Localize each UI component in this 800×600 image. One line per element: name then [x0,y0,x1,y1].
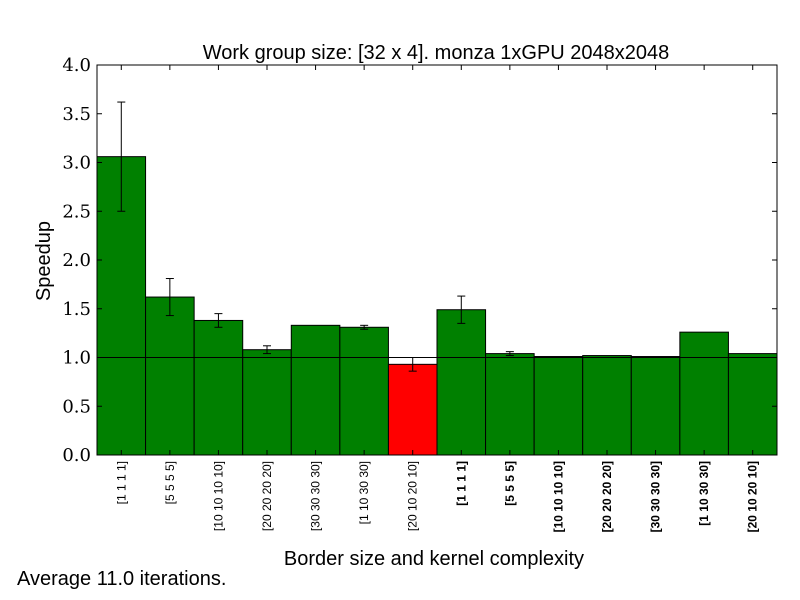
error-bar [165,278,174,317]
x-tick-label: [1 1 1 1] [454,461,468,506]
y-tick-label: 1.0 [62,348,91,369]
x-axis-label: Border size and kernel complexity [284,548,584,570]
bar [533,356,584,456]
chart-title: Work group size: [32 x 4]. monza 1xGPU 2… [203,42,670,64]
bar [436,309,487,456]
bar [290,324,341,456]
x-tick-label: [10 10 10 10] [211,461,225,531]
x-tick-label: [5 5 5 5] [163,461,177,504]
bar [630,356,681,456]
error-bar [505,351,514,357]
x-tick-label: [1 10 30 30] [697,461,711,526]
error-bar [457,295,466,324]
bar [485,353,535,456]
bar [193,319,244,456]
x-tick-label: [20 20 20 20] [600,461,614,532]
y-tick-label: 2.0 [62,250,91,271]
error-bar [263,345,271,355]
bar [582,355,632,456]
y-tick-label: 0.0 [62,445,91,466]
footnote: Average 11.0 iterations. [17,568,227,590]
y-tick-label: 3.0 [62,153,91,174]
x-tick-label: [20 10 20 10] [746,461,760,532]
bar [145,296,195,456]
x-tick-label: [30 30 30 30] [649,461,663,532]
bar [242,349,292,456]
y-tick-label: 3.5 [62,104,91,125]
bar [679,331,729,456]
x-tick-label: [20 20 20 20] [260,461,274,531]
y-tick-label: 0.5 [62,396,91,417]
x-tick-label: [30 30 30 30] [309,461,323,531]
bar [339,326,389,456]
y-tick-label: 2.5 [62,201,91,222]
x-tick-label: [20 10 20 10] [406,461,420,531]
y-axis-label: Speedup [33,221,55,301]
x-tick-label: [10 10 10 10] [551,461,565,532]
error-bar [214,313,223,328]
x-tick-label: [1 10 30 30] [357,461,371,524]
bar [727,353,778,456]
x-tick-label: [5 5 5 5] [503,461,517,506]
y-tick-label: 1.5 [62,299,91,320]
error-bar [360,324,369,330]
plot-frame [96,64,778,456]
x-tick-label: [1 1 1 1] [114,461,128,504]
y-tick-label: 4.0 [62,55,91,76]
error-bar [117,101,126,212]
bar [387,363,438,456]
